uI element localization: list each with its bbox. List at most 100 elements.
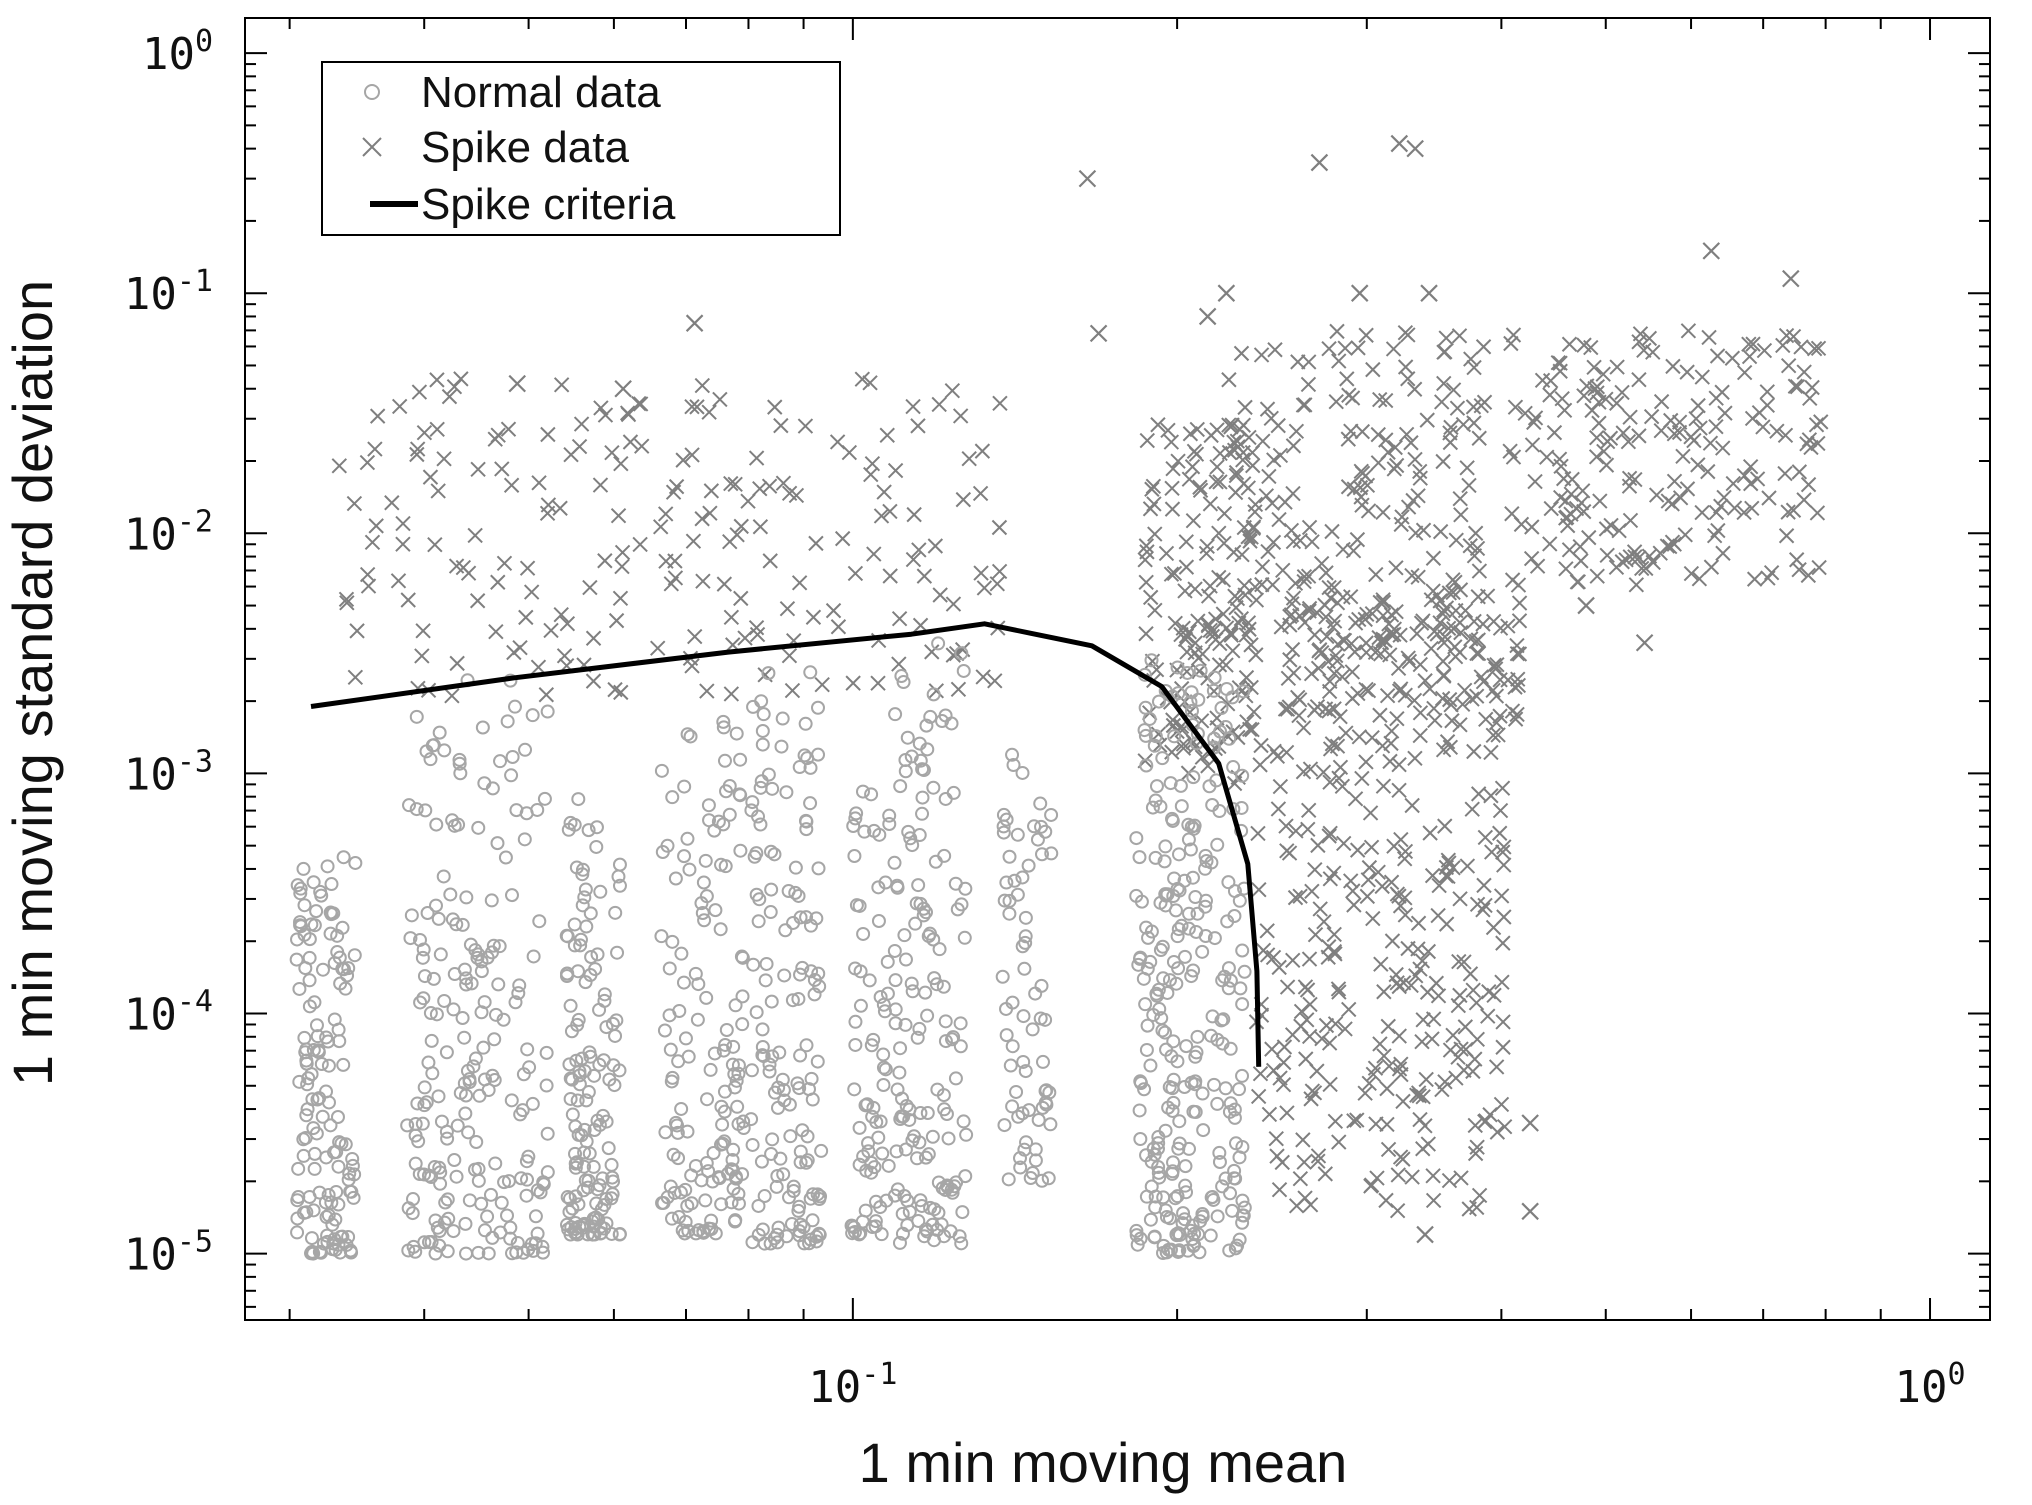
normal-data-point <box>306 1042 321 1057</box>
normal-data-point <box>946 1030 961 1045</box>
normal-data-point <box>1144 653 1159 668</box>
spike-data-point <box>1247 579 1263 595</box>
normal-data-point <box>680 831 695 846</box>
normal-data-point <box>1186 770 1201 785</box>
normal-data-point <box>925 1129 940 1144</box>
spike-data-point <box>1448 532 1464 548</box>
spike-data-point <box>1484 844 1500 860</box>
spike-data-point <box>1641 330 1658 347</box>
spike-data-point <box>1391 782 1407 799</box>
normal-data-point <box>847 849 862 864</box>
normal-data-point <box>797 748 812 763</box>
normal-data-point <box>498 850 513 865</box>
spike-data-point <box>945 647 961 663</box>
spike-data-point <box>1307 627 1323 643</box>
normal-data-point <box>1156 1246 1171 1261</box>
normal-data-point <box>1015 765 1030 780</box>
spike-data-point <box>1589 385 1605 401</box>
normal-data-point <box>302 932 317 947</box>
spike-data-point <box>1165 460 1181 477</box>
spike-data-point <box>1529 558 1546 574</box>
normal-data-point <box>299 1205 314 1220</box>
normal-data-point <box>736 1114 751 1129</box>
normal-data-point <box>911 1213 926 1228</box>
spike-data-point <box>1321 703 1337 719</box>
spike-data-point <box>1412 961 1428 977</box>
spike-data-point <box>1253 737 1269 754</box>
normal-data-point <box>348 855 363 870</box>
spike-data-point <box>1295 764 1312 780</box>
normal-data-point <box>1147 738 1162 753</box>
spike-data-point <box>1407 525 1424 541</box>
spike-data-point <box>1212 474 1228 490</box>
normal-data-point <box>416 942 431 957</box>
spike-data-point <box>1310 1148 1327 1164</box>
spike-data-point <box>1521 1202 1539 1221</box>
normal-data-point <box>890 878 905 893</box>
normal-data-point <box>680 727 695 742</box>
spike-data-point <box>1277 701 1294 717</box>
normal-data-point <box>1138 728 1153 743</box>
normal-data-point <box>890 1082 905 1097</box>
normal-data-point <box>319 1030 334 1045</box>
spike-data-point <box>1495 935 1511 951</box>
spike-data-point <box>1318 609 1334 625</box>
normal-data-point <box>792 760 807 775</box>
normal-data-point <box>726 1142 741 1157</box>
spike-data-point <box>1609 359 1625 375</box>
spike-data-point <box>1509 637 1525 654</box>
normal-data-point <box>719 1022 734 1037</box>
spike-data-point <box>1504 506 1520 522</box>
normal-data-point <box>931 636 946 651</box>
normal-data-point <box>341 1229 356 1244</box>
spike-data-point <box>1542 536 1558 552</box>
spike-data-point <box>1302 1197 1319 1213</box>
normal-data-point <box>744 803 759 818</box>
spike-data-point <box>1166 565 1183 582</box>
normal-data-point <box>1179 1039 1194 1054</box>
normal-data-point <box>612 1227 627 1242</box>
spike-data-point <box>1586 359 1602 376</box>
normal-data-point <box>490 836 505 851</box>
normal-data-point <box>589 839 604 854</box>
x-tick-label: 100 <box>1894 1357 1965 1413</box>
spike-data-point <box>1357 611 1373 628</box>
spike-data-point <box>1278 744 1295 761</box>
spike-data-point <box>1314 1030 1330 1047</box>
normal-data-point <box>856 926 871 941</box>
spike-data-point <box>1300 802 1317 819</box>
spike-data-point <box>1475 902 1491 918</box>
spike-data-point <box>1261 1106 1278 1123</box>
spike-data-point <box>1164 501 1181 517</box>
spike-data-point <box>1274 1154 1290 1171</box>
spike-data-point <box>1810 340 1827 357</box>
normal-data-point <box>793 1048 808 1063</box>
spike-data-point <box>1393 681 1409 697</box>
normal-data-point <box>918 1150 933 1165</box>
spike-data-point <box>752 481 768 497</box>
normal-data-point <box>776 1167 791 1182</box>
spike-data-point <box>1238 669 1255 686</box>
normal-data-point <box>1196 1123 1211 1138</box>
normal-data-point <box>474 1196 489 1211</box>
spike-data-point <box>1543 500 1559 517</box>
normal-data-point <box>784 1216 799 1231</box>
normal-data-point <box>1210 1209 1225 1224</box>
spike-data-point <box>1473 398 1489 414</box>
normal-data-point <box>569 1155 584 1170</box>
normal-data-point <box>422 1235 437 1250</box>
normal-data-point <box>1015 939 1030 954</box>
normal-data-point <box>792 1199 807 1214</box>
normal-data-point <box>592 1057 607 1072</box>
normal-data-point <box>956 663 971 678</box>
spike-data-point <box>1233 345 1250 362</box>
spike-data-point <box>1138 626 1154 642</box>
spike-data-point <box>972 485 989 502</box>
normal-data-point <box>791 888 806 903</box>
normal-data-point <box>908 916 923 931</box>
spike-data-point <box>610 508 627 524</box>
spike-data-point <box>992 395 1008 412</box>
spike-data-point <box>1589 430 1605 446</box>
spike-data-point <box>1282 652 1298 668</box>
spike-data-point <box>1322 673 1338 690</box>
